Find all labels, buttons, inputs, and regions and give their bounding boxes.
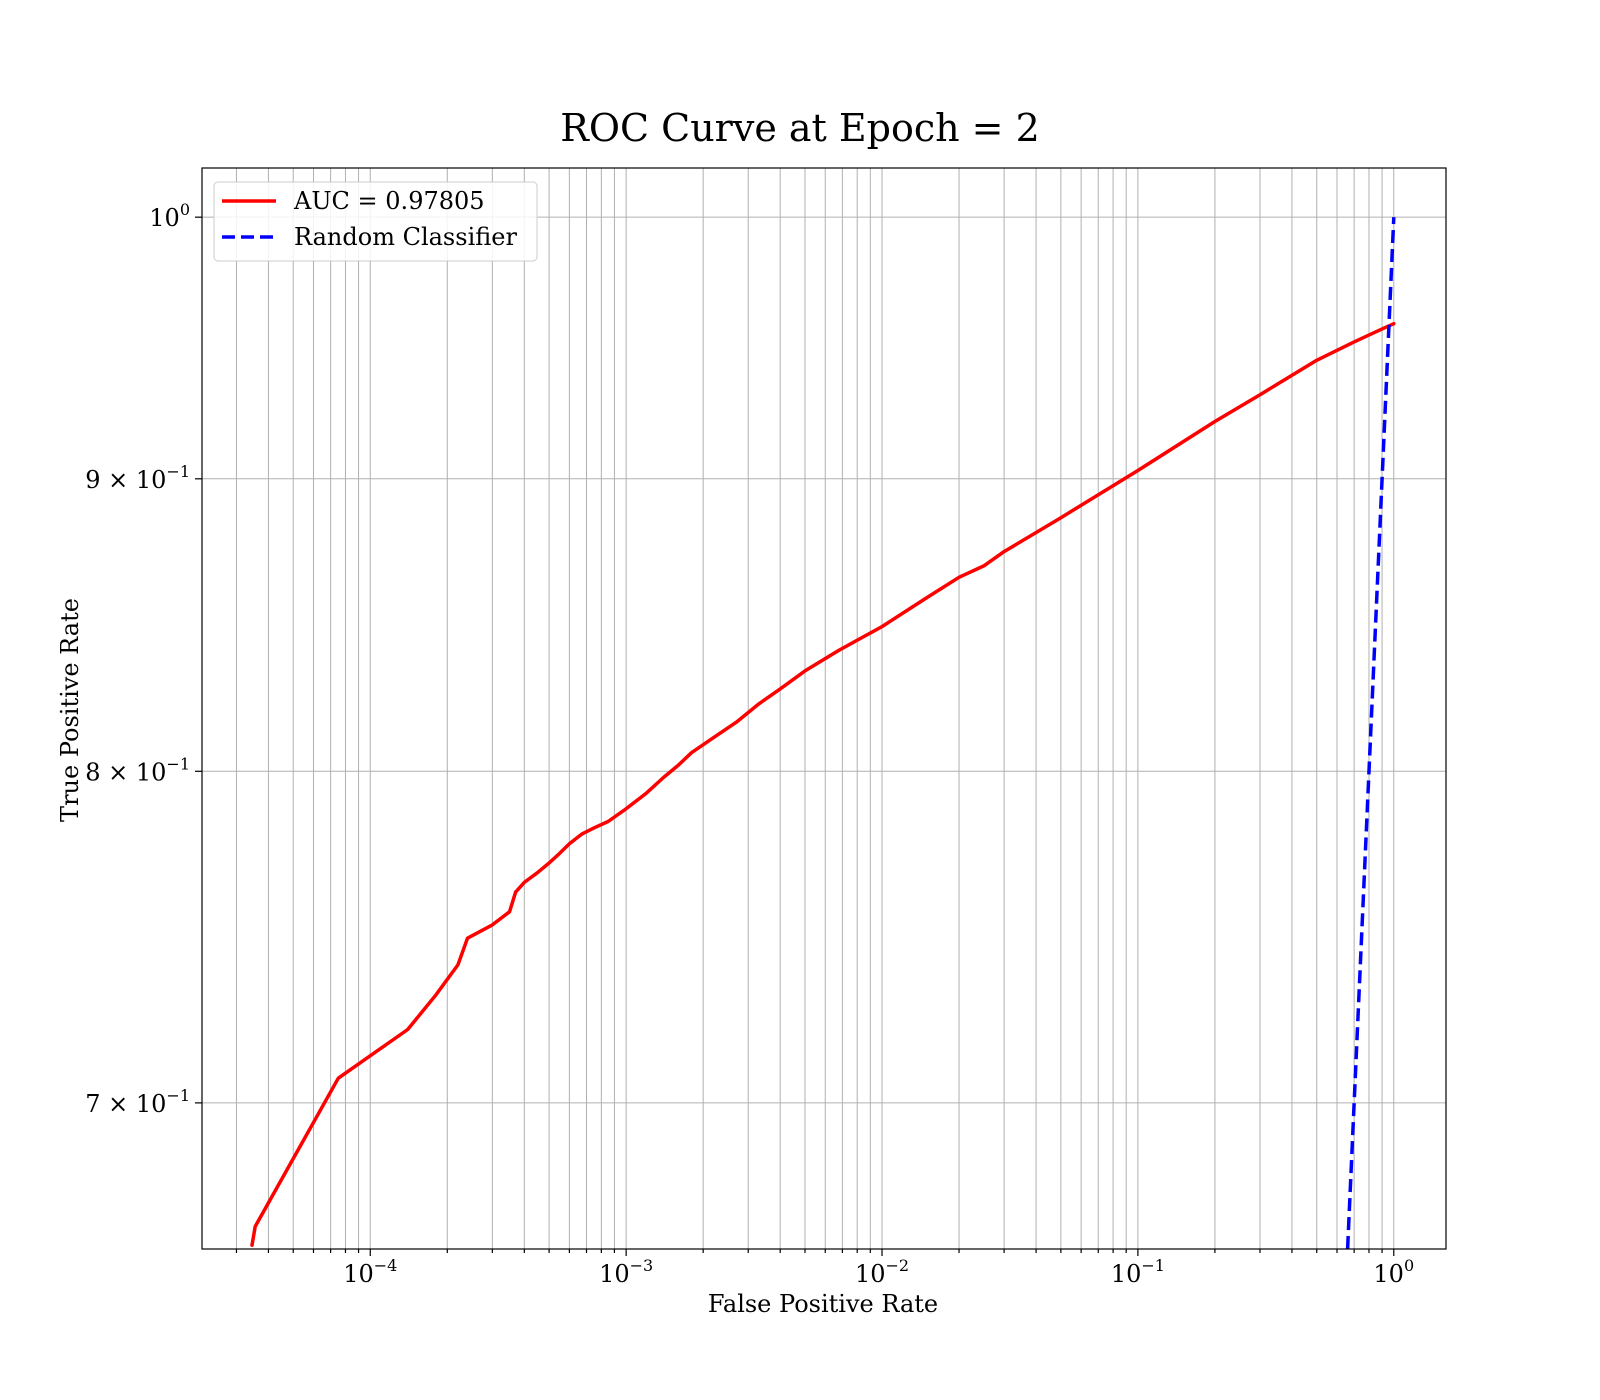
grid <box>202 168 1446 1249</box>
random-classifier-line <box>1345 217 1396 1249</box>
x-tick-label: 10−2 <box>855 1256 909 1288</box>
y-tick-label: 8 × 10−1 <box>85 754 190 786</box>
y-tick-labels: 100 9 × 10−1 8 × 10−1 7 × 10−1 <box>85 200 190 1118</box>
y-tick-label: 7 × 10−1 <box>85 1086 190 1118</box>
ticks <box>195 216 1395 1256</box>
y-tick-label: 9 × 10−1 <box>85 462 190 494</box>
chart-title: ROC Curve at Epoch = 2 <box>560 106 1040 150</box>
legend-box <box>213 181 538 262</box>
x-tick-labels: 10−4 10−3 10−2 10−1 100 <box>343 1256 1414 1288</box>
x-tick-label: 10−4 <box>343 1256 397 1288</box>
x-tick-label: 10−1 <box>1111 1256 1165 1288</box>
legend-label-random: Random Classifier <box>294 223 517 251</box>
plot-frame <box>201 167 1447 1250</box>
legend: AUC = 0.97805 Random Classifier <box>213 181 538 262</box>
x-tick-label: 10−3 <box>599 1256 653 1288</box>
series-layer <box>250 217 1396 1249</box>
y-axis-label: True Positive Rate <box>56 598 84 822</box>
roc-curve-line <box>250 321 1396 1247</box>
x-axis-label: False Positive Rate <box>708 1290 938 1318</box>
legend-label-auc: AUC = 0.97805 <box>293 187 485 215</box>
y-tick-label: 100 <box>149 200 190 232</box>
x-tick-label: 100 <box>1373 1256 1414 1288</box>
